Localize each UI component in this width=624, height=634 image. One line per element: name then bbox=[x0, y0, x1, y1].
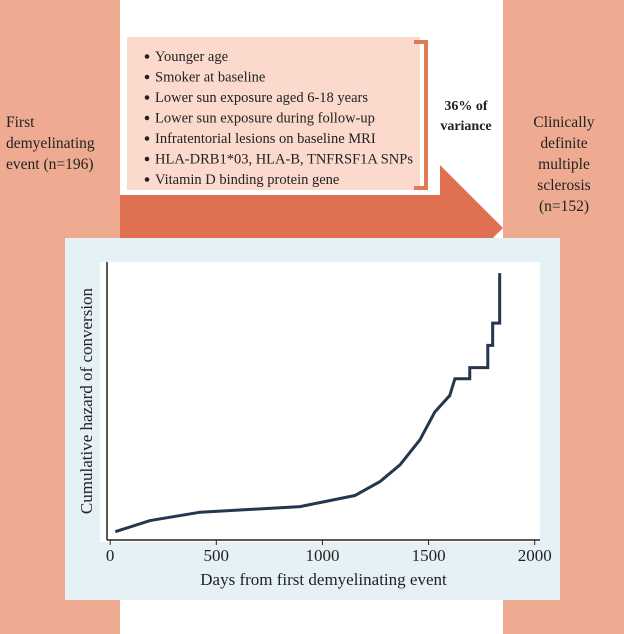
end-label: (n=152) bbox=[539, 198, 589, 215]
bullet bbox=[144, 156, 150, 162]
x-axis-label: Days from first demyelinating event bbox=[200, 570, 447, 589]
start-label: demyelinating bbox=[6, 135, 95, 152]
y-axis-label: Cumulative hazard of conversion bbox=[77, 287, 96, 514]
plot-area bbox=[100, 262, 540, 542]
bullet bbox=[144, 95, 150, 100]
x-tick-label: 2000 bbox=[518, 546, 552, 565]
end-label: Clinically bbox=[533, 114, 594, 131]
factor: Infratentorial lesions on baseline MRI bbox=[155, 131, 376, 147]
end-label: definite bbox=[540, 135, 587, 152]
bullet bbox=[144, 115, 150, 121]
bracket bbox=[414, 40, 428, 190]
bullet bbox=[144, 136, 150, 141]
factor: HLA-DRB1*03, HLA-B, TNFRSF1A SNPs bbox=[155, 152, 413, 168]
x-tick-label: 500 bbox=[204, 546, 230, 565]
start-label: event (n=196) bbox=[6, 156, 94, 173]
x-tick-label: 0 bbox=[106, 546, 115, 565]
x-tick-label: 1500 bbox=[412, 546, 446, 565]
variance-label: variance bbox=[440, 119, 491, 134]
factor: Smoker at baseline bbox=[155, 70, 265, 86]
bullet bbox=[144, 177, 150, 182]
variance-label: 36% of bbox=[444, 99, 488, 114]
factor-box bbox=[127, 37, 420, 190]
x-tick-label: 1000 bbox=[305, 546, 339, 565]
start-label: First bbox=[6, 114, 35, 131]
hazard-line bbox=[114, 273, 502, 534]
end-label: sclerosis bbox=[537, 177, 590, 194]
end-label: multiple bbox=[538, 156, 590, 173]
factor: Lower sun exposure aged 6-18 years bbox=[155, 90, 368, 106]
factor: Younger age bbox=[155, 49, 228, 65]
bullet bbox=[144, 54, 150, 59]
factor: Lower sun exposure during follow-up bbox=[155, 111, 375, 127]
bullet bbox=[144, 74, 150, 80]
factor: Vitamin D binding protein gene bbox=[155, 172, 339, 188]
